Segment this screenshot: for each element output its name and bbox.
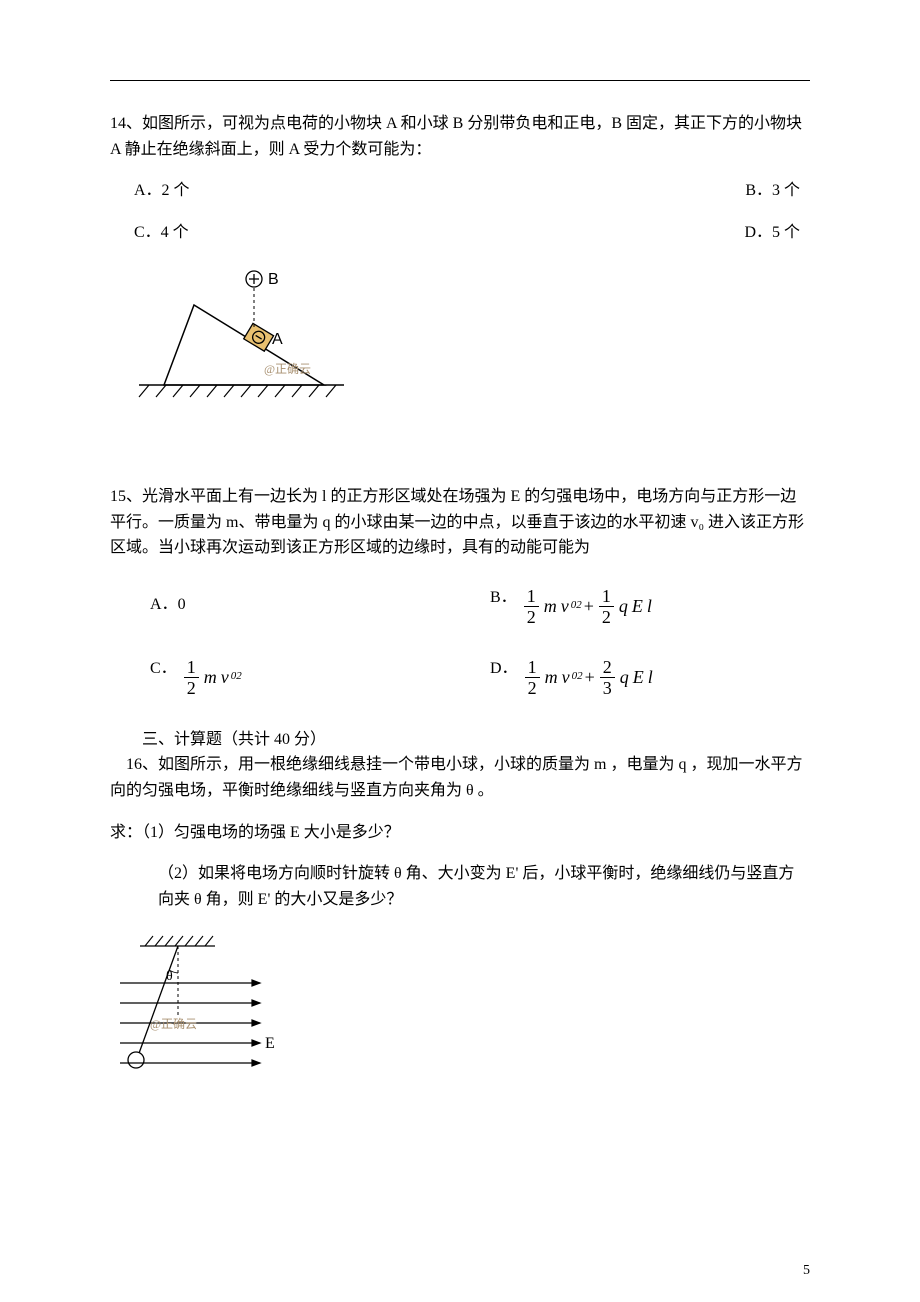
q15-options-row1: A．0 B． 12 mv02 + 12 qEl	[110, 585, 810, 626]
q15-option-C-prefix: C．	[150, 660, 177, 677]
q14-text: 14、如图所示，可视为点电荷的小物块 A 和小球 B 分别带负电和正电，B 固定…	[110, 111, 810, 162]
q16-theta-label: θ	[166, 969, 173, 984]
q15-option-D: D． 12 mv02 + 23 qEl	[490, 656, 810, 697]
q14-option-B: B．3 个	[745, 178, 810, 204]
q14-label-A: A	[272, 331, 283, 348]
q15-options: A．0 B． 12 mv02 + 12 qEl C． 12 mv02	[110, 585, 810, 697]
q14-options-row1: A．2 个 B．3 个	[110, 178, 810, 204]
q15-option-D-formula: 12 mv02 + 23 qEl	[522, 658, 655, 697]
q16-sub1: 求：（1）匀强电场的场强 E 大小是多少？	[110, 820, 810, 846]
top-rule	[110, 80, 810, 81]
q15-option-A-text: 0	[178, 596, 186, 613]
q16-figure: θ E @正确云	[110, 928, 810, 1097]
q14-watermark: @正确云	[264, 362, 311, 376]
q16-line1: 16、如图所示，用一根绝缘细线悬挂一个带电小球，小球的质量为 m ，电量为 q …	[110, 752, 810, 803]
q15-option-A-prefix: A．	[150, 596, 178, 613]
q14-figure: A B @正确云	[110, 265, 810, 424]
section3-header: 三、计算题（共计 40 分）	[110, 727, 810, 753]
q14-label-B: B	[268, 271, 279, 288]
q15-text: 15、光滑水平面上有一边长为 l 的正方形区域处在场强为 E 的匀强电场中，电场…	[110, 484, 810, 561]
q15-options-row2: C． 12 mv02 D． 12 mv02 + 23 qEl	[110, 656, 810, 697]
exam-page: 14、如图所示，可视为点电荷的小物块 A 和小球 B 分别带负电和正电，B 固定…	[0, 0, 920, 1302]
q14-option-D: D．5 个	[744, 220, 810, 246]
q14-option-A: A．2 个	[110, 178, 190, 204]
q15-option-C: C． 12 mv02	[110, 656, 490, 697]
q15-option-C-formula: 12 mv02	[181, 658, 242, 697]
q14-option-C: C．4 个	[110, 220, 189, 246]
q15-option-B-prefix: B．	[490, 589, 517, 606]
page-number: 5	[803, 1260, 810, 1282]
q15-option-B: B． 12 mv02 + 12 qEl	[490, 585, 810, 626]
q15-option-D-prefix: D．	[490, 660, 518, 677]
q15-option-B-formula: 12 mv02 + 12 qEl	[521, 587, 654, 626]
q16-E-label: E	[265, 1035, 275, 1052]
q16-watermark: @正确云	[150, 1017, 197, 1031]
q16-sub2: （2）如果将电场方向顺时针旋转 θ 角、大小变为 E' 后，小球平衡时，绝缘细线…	[110, 861, 810, 912]
q14-options-row2: C．4 个 D．5 个	[110, 220, 810, 246]
q15-option-A: A．0	[110, 592, 490, 618]
